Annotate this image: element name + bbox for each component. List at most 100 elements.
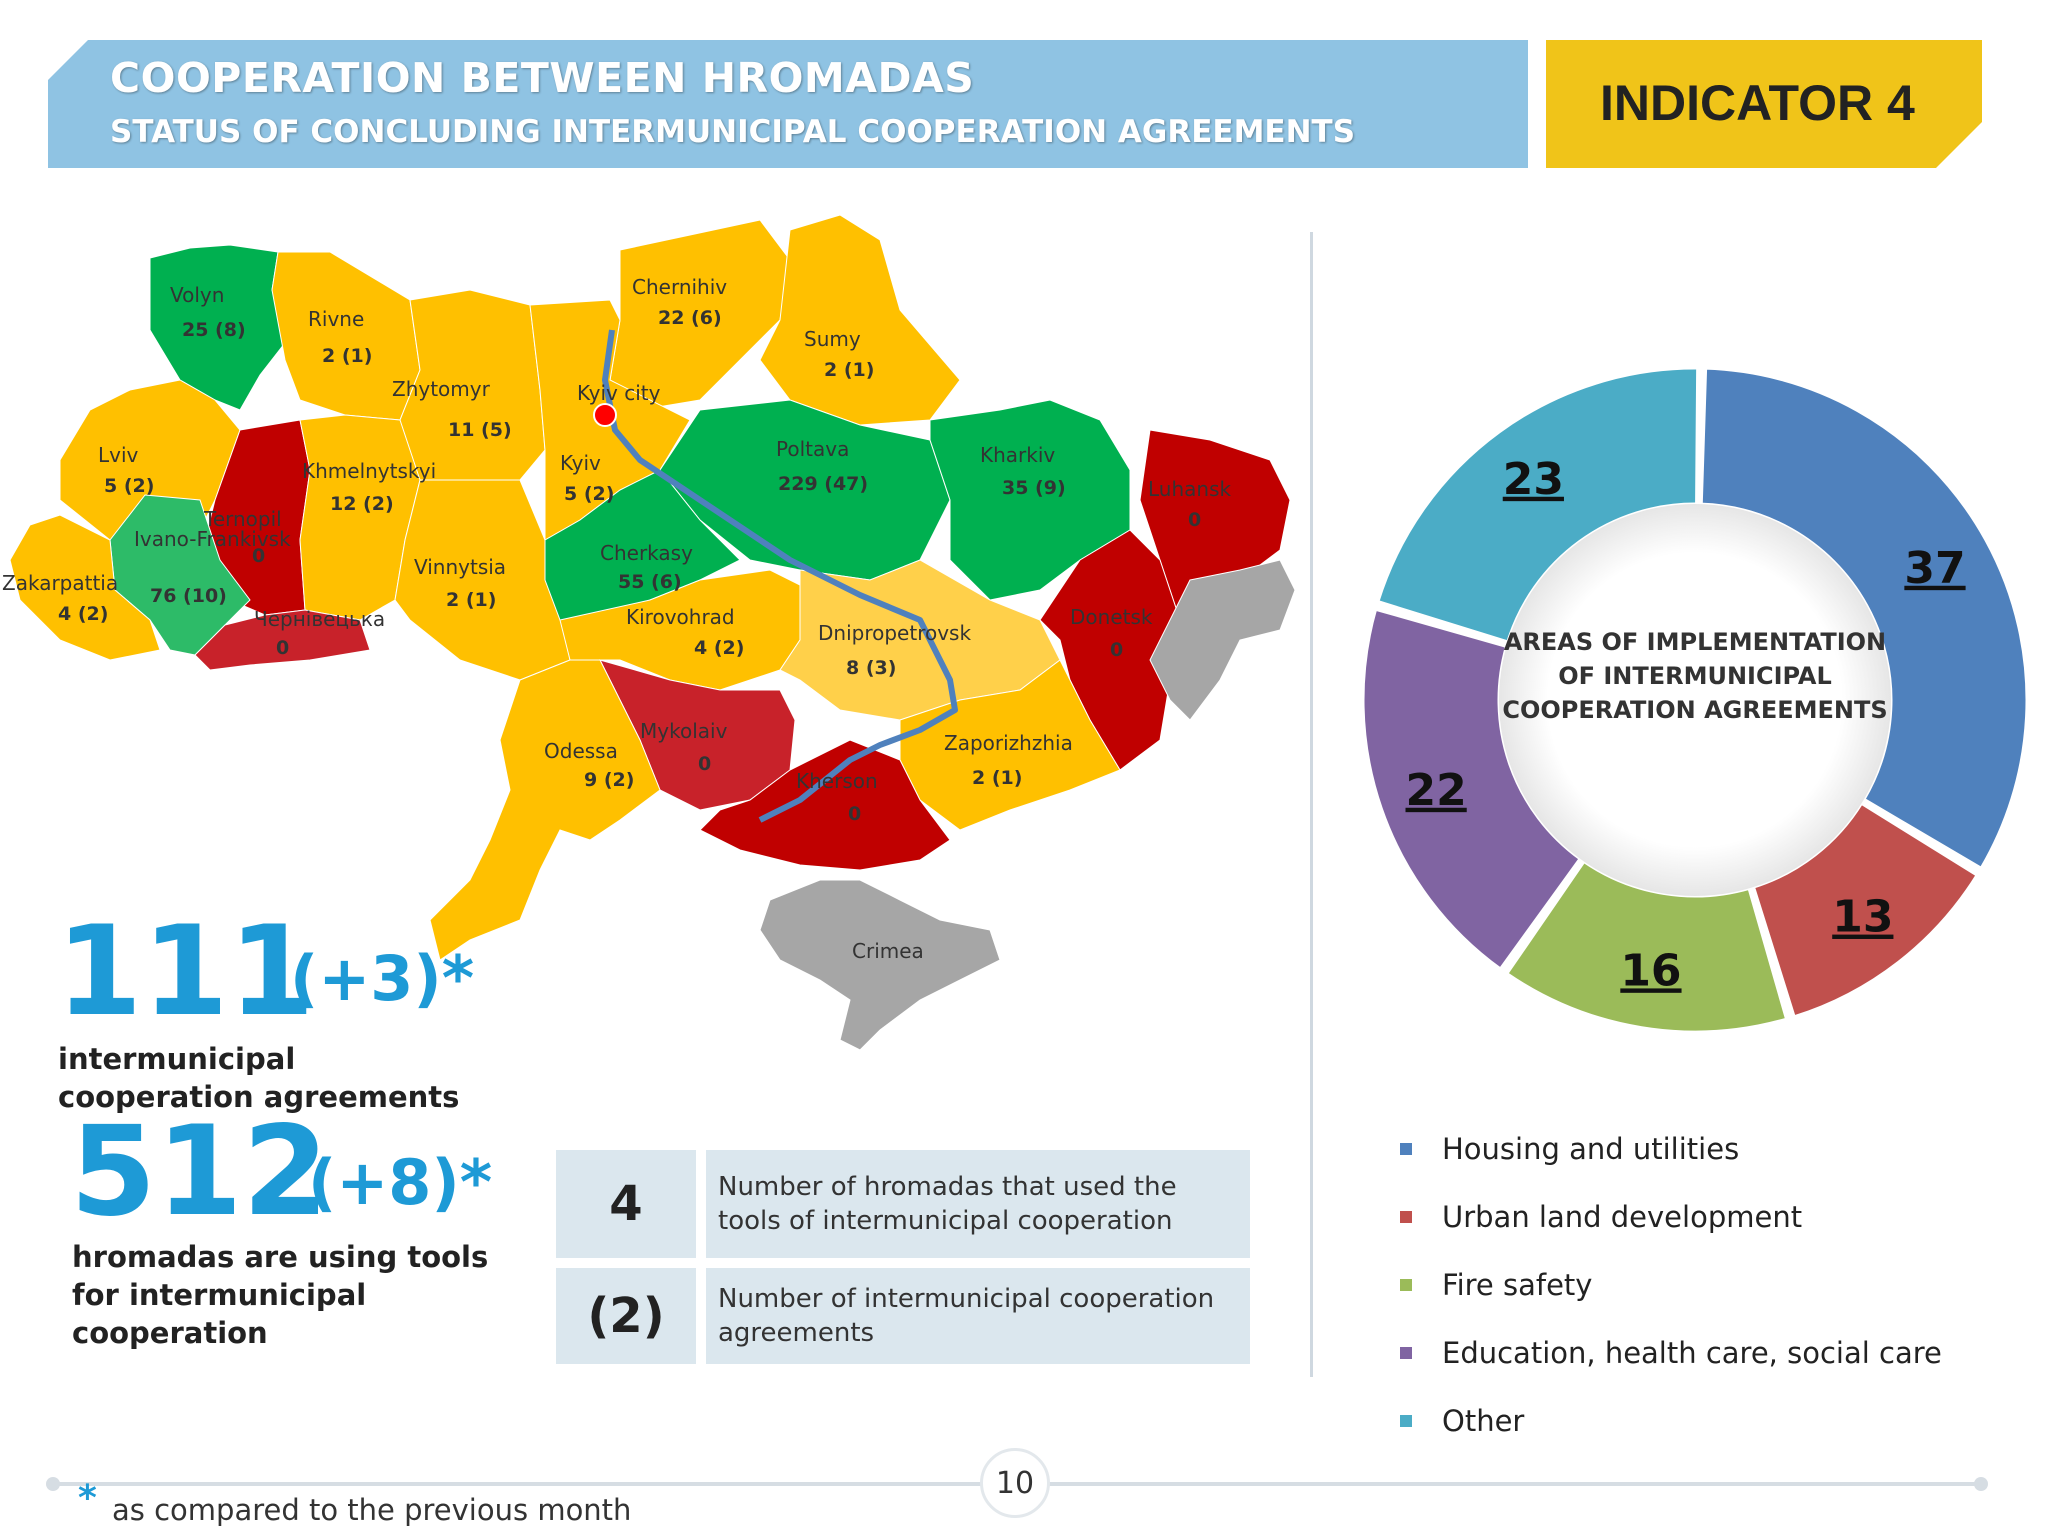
key-text-hromadas: Number of hromadas that used the tools o… [706, 1150, 1250, 1258]
value-luhansk: 0 [1188, 509, 1201, 531]
donut-center-title: AREAS OF IMPLEMENTATION OF INTERMUNICIPA… [1502, 628, 1888, 724]
key-symbol-hromadas: 4 [556, 1150, 696, 1258]
label-vinnytsia: Vinnytsia [414, 555, 506, 579]
region-volyn [149, 244, 296, 411]
value-rivne: 2 (1) [322, 345, 372, 367]
legend-swatch [1400, 1279, 1412, 1291]
label-odessa: Odessa [544, 739, 618, 763]
label-lviv: Lviv [98, 443, 139, 467]
key-text-agreements: Number of intermunicipal cooperation agr… [706, 1268, 1250, 1364]
label-ternopil: Ternopil [203, 507, 282, 531]
value-khmelnytskyi: 12 (2) [330, 493, 394, 515]
label-volyn: Volyn [170, 283, 224, 307]
label-zaporizhzhia: Zaporizhzhia [944, 731, 1073, 755]
label-luhansk: Luhansk [1148, 477, 1231, 501]
ukraine-map: Volyn 25 (8) Rivne 2 (1) Zhytomyr 11 (5)… [2, 214, 1296, 1051]
label-donetsk: Donetsk [1070, 605, 1153, 629]
value-vinnytsia: 2 (1) [446, 589, 496, 611]
label-kyiv: Kyiv [560, 451, 601, 475]
value-ternopil: 0 [252, 545, 265, 567]
label-mykolaiv: Mykolaiv [640, 719, 728, 743]
page-number: 10 [980, 1448, 1050, 1518]
value-volyn: 25 (8) [182, 319, 246, 341]
value-poltava: 229 (47) [778, 473, 868, 495]
agreements-delta: (+3)* [290, 942, 475, 1015]
region-donetsk [1039, 529, 1181, 771]
occupied-donbas [1149, 559, 1296, 721]
label-chernivtsi: Чернівецька [254, 607, 385, 631]
value-chernihiv: 22 (6) [658, 307, 722, 329]
region-vinnytsia [394, 479, 571, 681]
value-kirovohrad: 4 (2) [694, 637, 744, 659]
value-chernivtsi: 0 [276, 637, 289, 659]
vertical-divider [1310, 232, 1313, 1377]
label-poltava: Poltava [776, 437, 849, 461]
value-zakarpattia: 4 (2) [58, 603, 108, 625]
legend-swatch [1400, 1211, 1412, 1223]
label-kirovohrad: Kirovohrad [626, 605, 735, 629]
legend-item: Education, health care, social care [1400, 1319, 1942, 1387]
indicator-label: INDICATOR 4 [1600, 75, 1915, 131]
key-symbol-agreements: (2) [556, 1268, 696, 1364]
label-kharkiv: Kharkiv [980, 443, 1055, 467]
value-donetsk: 0 [1110, 639, 1123, 661]
legend-label: Other [1442, 1404, 1525, 1438]
footnote: as compared to the previous month [112, 1493, 632, 1527]
legend-label: Fire safety [1442, 1268, 1593, 1302]
label-khmelnytskyi: Khmelnytskyi [302, 459, 436, 483]
donut-value-label-3: 22 [1406, 765, 1467, 816]
donut-chart: 37 13 16 22 23 [1361, 366, 2029, 1034]
label-zhytomyr: Zhytomyr [392, 377, 491, 401]
donut-center-disc [1499, 504, 1891, 896]
label-crimea: Crimea [852, 939, 924, 963]
label-chernihiv: Chernihiv [632, 275, 727, 299]
agreements-description: intermunicipal cooperation agreements [58, 1042, 460, 1114]
value-zhytomyr: 11 (5) [448, 419, 512, 441]
value-odessa: 9 (2) [584, 769, 634, 791]
region-chernivtsi [194, 609, 371, 671]
agreements-count: 111 [56, 900, 315, 1044]
dnipro-river [602, 329, 958, 823]
legend-swatch [1400, 1415, 1412, 1427]
label-ivano-frankivsk: Ivano-Frankivsk [134, 527, 291, 551]
label-zakarpattia: Zakarpattia [2, 571, 118, 595]
label-kherson: Kherson [796, 769, 878, 793]
legend-swatch [1400, 1143, 1412, 1155]
value-kherson: 0 [848, 803, 861, 825]
value-kharkiv: 35 (9) [1002, 477, 1066, 499]
legend-item: Other [1400, 1387, 1942, 1455]
region-sumy [759, 214, 961, 426]
hromadas-count: 512 [70, 1100, 329, 1244]
page-title: COOPERATION BETWEEN HROMADAS [110, 54, 975, 102]
chart-legend: Housing and utilities Urban land develop… [1400, 1115, 1942, 1455]
legend-label: Urban land development [1442, 1200, 1803, 1234]
legend-label: Education, health care, social care [1442, 1336, 1942, 1370]
value-dnipropetrovsk: 8 (3) [846, 657, 896, 679]
donut-value-label-4: 23 [1503, 454, 1564, 505]
value-zaporizhzhia: 2 (1) [972, 767, 1022, 789]
value-ivano-frankivsk: 76 (10) [150, 585, 227, 607]
region-odessa [429, 659, 661, 961]
kyiv-city-marker [593, 403, 617, 427]
donut-value-label-1: 13 [1832, 892, 1893, 943]
donut-value-label-0: 37 [1904, 543, 1965, 594]
page-subtitle: STATUS OF CONCLUDING INTERMUNICIPAL COOP… [110, 114, 1356, 150]
legend-item: Housing and utilities [1400, 1115, 1942, 1183]
value-lviv: 5 (2) [104, 475, 154, 497]
donut-value-label-2: 16 [1620, 945, 1681, 996]
indicator-badge [1546, 40, 1982, 168]
legend-item: Fire safety [1400, 1251, 1942, 1319]
region-kherson [699, 739, 951, 871]
label-kyiv-city: Kyiv city [577, 381, 661, 405]
value-mykolaiv: 0 [698, 753, 711, 775]
legend-item: Urban land development [1400, 1183, 1942, 1251]
label-dnipropetrovsk: Dnipropetrovsk [818, 621, 971, 645]
header-band [48, 40, 1528, 168]
label-cherkasy: Cherkasy [600, 541, 693, 565]
footer-dot-left [46, 1477, 60, 1491]
value-cherkasy: 55 (6) [618, 571, 682, 593]
legend-swatch [1400, 1347, 1412, 1359]
legend-label: Housing and utilities [1442, 1132, 1740, 1166]
footer-dot-right [1974, 1477, 1988, 1491]
region-cherkasy [544, 469, 741, 621]
